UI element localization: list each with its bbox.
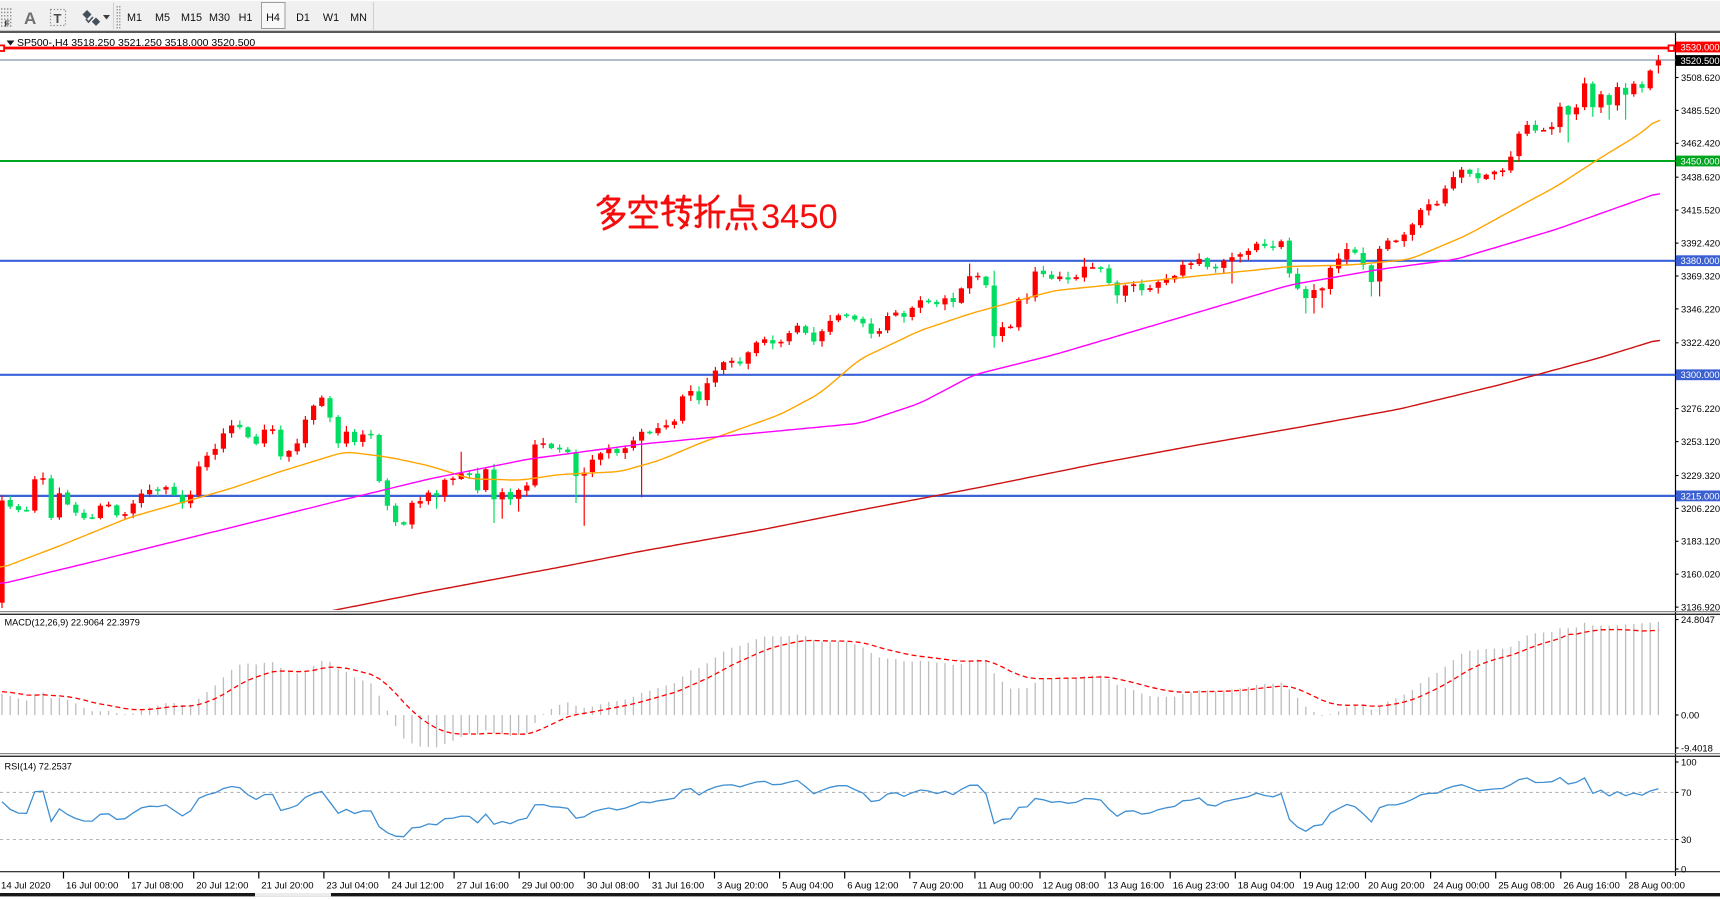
svg-text:16 Jul 00:00: 16 Jul 00:00 [66, 881, 118, 892]
svg-text:T: T [54, 11, 62, 26]
svg-text:21 Jul 20:00: 21 Jul 20:00 [261, 881, 313, 892]
svg-text:3206.220: 3206.220 [1681, 503, 1720, 514]
svg-text:3183.120: 3183.120 [1681, 536, 1720, 547]
svg-text:3392.420: 3392.420 [1681, 238, 1720, 249]
svg-text:3276.220: 3276.220 [1681, 403, 1720, 414]
svg-text:7 Aug 20:00: 7 Aug 20:00 [912, 881, 963, 892]
svg-text:24 Aug 00:00: 24 Aug 00:00 [1433, 881, 1490, 892]
svg-text:M30: M30 [209, 12, 230, 24]
svg-text:3215.000: 3215.000 [1681, 490, 1720, 501]
svg-text:30: 30 [1681, 834, 1691, 845]
svg-text:-9.4018: -9.4018 [1681, 742, 1713, 753]
svg-text:3136.920: 3136.920 [1681, 602, 1720, 613]
svg-text:3450.000: 3450.000 [1681, 155, 1720, 166]
svg-text:M5: M5 [155, 12, 170, 24]
svg-text:3530.000: 3530.000 [1681, 41, 1720, 52]
svg-text:30 Jul 08:00: 30 Jul 08:00 [587, 881, 639, 892]
svg-text:RSI(14) 72.2537: RSI(14) 72.2537 [5, 762, 72, 772]
svg-text:3160.020: 3160.020 [1681, 569, 1720, 580]
svg-text:3462.420: 3462.420 [1681, 138, 1720, 149]
svg-text:3520.500: 3520.500 [1681, 55, 1720, 66]
svg-text:29 Jul 00:00: 29 Jul 00:00 [522, 881, 574, 892]
svg-text:D1: D1 [296, 12, 310, 24]
svg-text:3 Aug 20:00: 3 Aug 20:00 [717, 881, 768, 892]
svg-text:26 Aug 16:00: 26 Aug 16:00 [1563, 881, 1620, 892]
svg-text:3508.620: 3508.620 [1681, 72, 1720, 83]
svg-text:24.8047: 24.8047 [1681, 614, 1715, 625]
svg-text:0: 0 [1681, 863, 1686, 874]
svg-text:3438.620: 3438.620 [1681, 172, 1720, 183]
svg-text:3229.320: 3229.320 [1681, 470, 1720, 481]
svg-text:28 Aug 00:00: 28 Aug 00:00 [1628, 881, 1685, 892]
svg-text:3346.220: 3346.220 [1681, 303, 1720, 314]
svg-text:17 Jul 08:00: 17 Jul 08:00 [131, 881, 183, 892]
svg-text:23 Jul 04:00: 23 Jul 04:00 [326, 881, 378, 892]
svg-text:3450: 3450 [761, 198, 838, 236]
svg-text:3415.520: 3415.520 [1681, 205, 1720, 216]
svg-text:20 Jul 12:00: 20 Jul 12:00 [196, 881, 248, 892]
svg-text:3300.000: 3300.000 [1681, 369, 1720, 380]
svg-text:3485.520: 3485.520 [1681, 105, 1720, 116]
svg-text:6 Aug 12:00: 6 Aug 12:00 [847, 881, 898, 892]
svg-text:F: F [5, 19, 10, 29]
svg-text:MACD(12,26,9) 22.9064 22.3979: MACD(12,26,9) 22.9064 22.3979 [5, 618, 140, 628]
svg-text:M15: M15 [181, 12, 202, 24]
svg-text:3380.000: 3380.000 [1681, 255, 1720, 266]
svg-text:3253.120: 3253.120 [1681, 436, 1720, 447]
svg-text:A: A [24, 9, 36, 28]
svg-text:19 Aug 12:00: 19 Aug 12:00 [1303, 881, 1360, 892]
svg-text:3369.320: 3369.320 [1681, 270, 1720, 281]
svg-text:24 Jul 12:00: 24 Jul 12:00 [392, 881, 444, 892]
svg-text:25 Aug 08:00: 25 Aug 08:00 [1498, 881, 1555, 892]
svg-text:11 Aug 00:00: 11 Aug 00:00 [977, 881, 1033, 892]
svg-text:18 Aug 04:00: 18 Aug 04:00 [1238, 881, 1295, 892]
svg-text:H4: H4 [266, 12, 280, 24]
svg-text:13 Aug 16:00: 13 Aug 16:00 [1108, 881, 1165, 892]
svg-text:31 Jul 16:00: 31 Jul 16:00 [652, 881, 704, 892]
svg-text:100: 100 [1681, 756, 1697, 767]
svg-text:0.00: 0.00 [1681, 709, 1699, 720]
svg-text:14 Jul 2020: 14 Jul 2020 [1, 881, 51, 892]
svg-text:16 Aug 23:00: 16 Aug 23:00 [1173, 881, 1230, 892]
svg-text:MN: MN [350, 12, 367, 24]
svg-text:27 Jul 16:00: 27 Jul 16:00 [457, 881, 509, 892]
svg-text:SP500-,H4 3518.250 3521.250 3: SP500-,H4 3518.250 3521.250 3518.000 352… [17, 37, 255, 49]
svg-text:W1: W1 [323, 12, 339, 24]
svg-text:12 Aug 08:00: 12 Aug 08:00 [1043, 881, 1100, 892]
svg-text:H1: H1 [239, 12, 253, 24]
svg-text:20 Aug 20:00: 20 Aug 20:00 [1368, 881, 1425, 892]
svg-text:3322.420: 3322.420 [1681, 337, 1720, 348]
svg-text:5 Aug 04:00: 5 Aug 04:00 [782, 881, 833, 892]
svg-text:70: 70 [1681, 787, 1691, 798]
svg-text:M1: M1 [127, 12, 142, 24]
